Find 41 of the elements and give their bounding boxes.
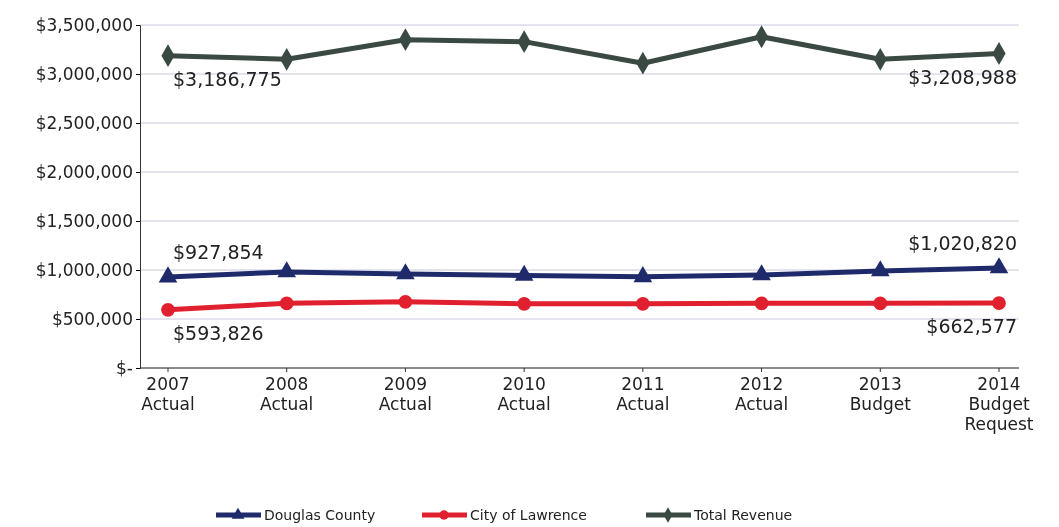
point	[754, 296, 769, 311]
point	[992, 296, 1006, 310]
point	[398, 294, 413, 309]
point	[277, 261, 297, 278]
y-tick-label: $1,000,000	[35, 259, 133, 280]
annotation: $927,854	[173, 241, 264, 264]
point	[161, 302, 175, 317]
x-tick-label: 2014 Budget Request	[964, 374, 1034, 434]
y-tick-label: $2,500,000	[35, 112, 133, 133]
point	[158, 266, 178, 283]
y-tick-label: $2,000,000	[35, 161, 133, 182]
point	[514, 264, 534, 281]
point	[633, 266, 653, 283]
annotation: $1,020,820	[908, 231, 1017, 254]
point	[279, 296, 294, 311]
x-tick-label: 2007 Actual	[141, 374, 195, 414]
y-tick-label: $-	[116, 357, 133, 378]
legend-label: Douglas County	[264, 507, 376, 523]
x-tick-label: 2013 Budget	[849, 374, 912, 414]
y-tick-label: $3,000,000	[35, 63, 133, 84]
point	[989, 257, 1009, 274]
annotation: $3,208,988	[908, 65, 1017, 88]
point	[396, 263, 415, 280]
y-tick-label: $1,500,000	[35, 210, 133, 231]
point	[517, 296, 532, 311]
point	[752, 264, 771, 281]
x-tick-label: 2008 Actual	[260, 374, 314, 414]
x-tick-label: 2012 Actual	[734, 374, 789, 414]
x-tick-label: 2011 Actual	[616, 374, 670, 414]
legend-label: Total Revenue	[693, 507, 793, 523]
y-tick-label: $500,000	[51, 308, 133, 329]
point	[873, 296, 888, 311]
point	[870, 260, 890, 277]
annotation: $593,826	[173, 321, 264, 344]
legend-label: City of Lawrence	[470, 507, 587, 523]
x-tick-label: 2010 Actual	[497, 374, 551, 414]
annotation: $662,577	[926, 315, 1017, 338]
x-tick-label: 2009 Actual	[378, 374, 433, 414]
point	[635, 296, 650, 311]
y-tick-label: $3,500,000	[35, 14, 133, 35]
annotation: $3,186,775	[173, 67, 282, 90]
